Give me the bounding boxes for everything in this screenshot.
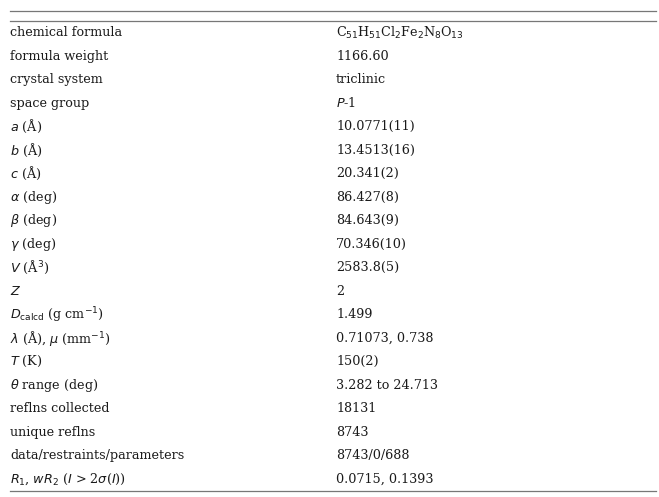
Text: $\alpha$ (deg): $\alpha$ (deg)	[10, 189, 57, 206]
Text: 2: 2	[336, 285, 344, 298]
Text: 0.0715, 0.1393: 0.0715, 0.1393	[336, 473, 434, 486]
Text: $Z$: $Z$	[10, 285, 21, 298]
Text: 2583.8(5): 2583.8(5)	[336, 261, 399, 274]
Text: 70.346(10): 70.346(10)	[336, 238, 407, 250]
Text: $\theta$ range (deg): $\theta$ range (deg)	[10, 377, 98, 394]
Text: $\gamma$ (deg): $\gamma$ (deg)	[10, 236, 57, 252]
Text: $\lambda$ (Å), $\mu$ (mm$^{-1}$): $\lambda$ (Å), $\mu$ (mm$^{-1}$)	[10, 329, 110, 348]
Text: 13.4513(16): 13.4513(16)	[336, 144, 415, 157]
Text: 3.282 to 24.713: 3.282 to 24.713	[336, 379, 438, 392]
Text: formula weight: formula weight	[10, 50, 108, 63]
Text: $T$ (K): $T$ (K)	[10, 354, 42, 369]
Text: 18131: 18131	[336, 402, 376, 415]
Text: unique reflns: unique reflns	[10, 426, 95, 439]
Text: triclinic: triclinic	[336, 73, 386, 86]
Text: C$_{51}$H$_{51}$Cl$_2$Fe$_2$N$_8$O$_{13}$: C$_{51}$H$_{51}$Cl$_2$Fe$_2$N$_8$O$_{13}…	[336, 24, 464, 41]
Text: reflns collected: reflns collected	[10, 402, 109, 415]
Text: 20.341(2): 20.341(2)	[336, 167, 399, 180]
Text: $a$ (Å): $a$ (Å)	[10, 118, 42, 135]
Text: 86.427(8): 86.427(8)	[336, 191, 399, 204]
Text: 1166.60: 1166.60	[336, 50, 389, 63]
Text: 1.499: 1.499	[336, 308, 372, 321]
Text: $V$ (Å$^3$): $V$ (Å$^3$)	[10, 259, 49, 276]
Text: 84.643(9): 84.643(9)	[336, 214, 399, 227]
Text: $c$ (Å): $c$ (Å)	[10, 165, 42, 182]
Text: $R_1$, $wR_2$ ($I$ > 2$\sigma$($I$)): $R_1$, $wR_2$ ($I$ > 2$\sigma$($I$))	[10, 472, 126, 487]
Text: $P$-1: $P$-1	[336, 96, 357, 110]
Text: crystal system: crystal system	[10, 73, 103, 86]
Text: data/restraints/parameters: data/restraints/parameters	[10, 449, 184, 462]
Text: 8743/0/688: 8743/0/688	[336, 449, 410, 462]
Text: chemical formula: chemical formula	[10, 26, 122, 39]
Text: 150(2): 150(2)	[336, 355, 379, 368]
Text: 10.0771(11): 10.0771(11)	[336, 120, 415, 133]
Text: 8743: 8743	[336, 426, 368, 439]
Text: space group: space group	[10, 96, 89, 110]
Text: $\beta$ (deg): $\beta$ (deg)	[10, 212, 57, 229]
Text: 0.71073, 0.738: 0.71073, 0.738	[336, 331, 434, 345]
Text: $D_\mathrm{calcd}$ (g cm$^{-1}$): $D_\mathrm{calcd}$ (g cm$^{-1}$)	[10, 305, 103, 325]
Text: $b$ (Å): $b$ (Å)	[10, 142, 42, 159]
